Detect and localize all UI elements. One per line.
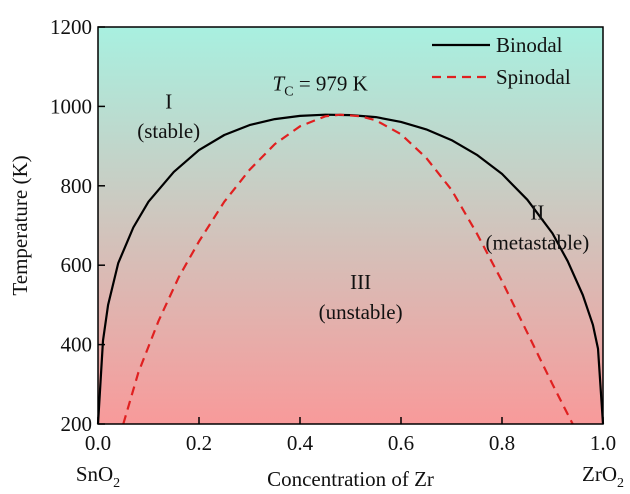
x-tick-label: 1.0 (590, 431, 616, 455)
region-label: II (530, 201, 544, 225)
y-tick-label: 600 (61, 253, 93, 277)
legend-label-binodal: Binodal (496, 33, 563, 57)
y-tick-label: 400 (61, 333, 93, 357)
region-label: I (165, 89, 172, 113)
tc-annotation: TC = 979 K (273, 72, 368, 100)
region-label: (stable) (137, 119, 200, 143)
legend: Binodal Spinodal (432, 33, 571, 89)
x-tick-label: 0.2 (186, 431, 212, 455)
y-tick-label: 1000 (50, 94, 92, 118)
x-tick-label: 0.4 (287, 431, 314, 455)
x-tick-label: 0.6 (388, 431, 414, 455)
plot-background (98, 27, 603, 424)
region-label: (metastable) (485, 230, 589, 254)
series-layer (96, 113, 605, 425)
x-tick-label: 0.0 (85, 431, 111, 455)
x-axis-title: Concentration of Zr (267, 467, 434, 491)
plot-frame (97, 26, 604, 425)
y-tick-label: 800 (61, 174, 93, 198)
series-spinodal-line (122, 113, 574, 425)
annotations-layer: TC = 979 K I (stable) II (metastable) III (uns… (137, 72, 589, 324)
legend-label-spinodal: Spinodal (496, 65, 571, 89)
x-end-label-left: SnO2 (76, 462, 120, 491)
ticks-layer: 0.0 0.2 0.4 0.6 0.8 1.0 200 400 600 800 1000 1200 Sn… (50, 15, 624, 491)
y-axis-title: Temperature (K) (8, 155, 32, 295)
x-tick-label: 0.8 (489, 431, 515, 455)
region-label: (unstable) (319, 300, 403, 324)
y-tick-label: 1200 (50, 15, 92, 39)
y-tick-label: 200 (61, 412, 93, 436)
x-end-label-right: ZrO2 (582, 462, 624, 491)
region-label: III (350, 270, 371, 294)
